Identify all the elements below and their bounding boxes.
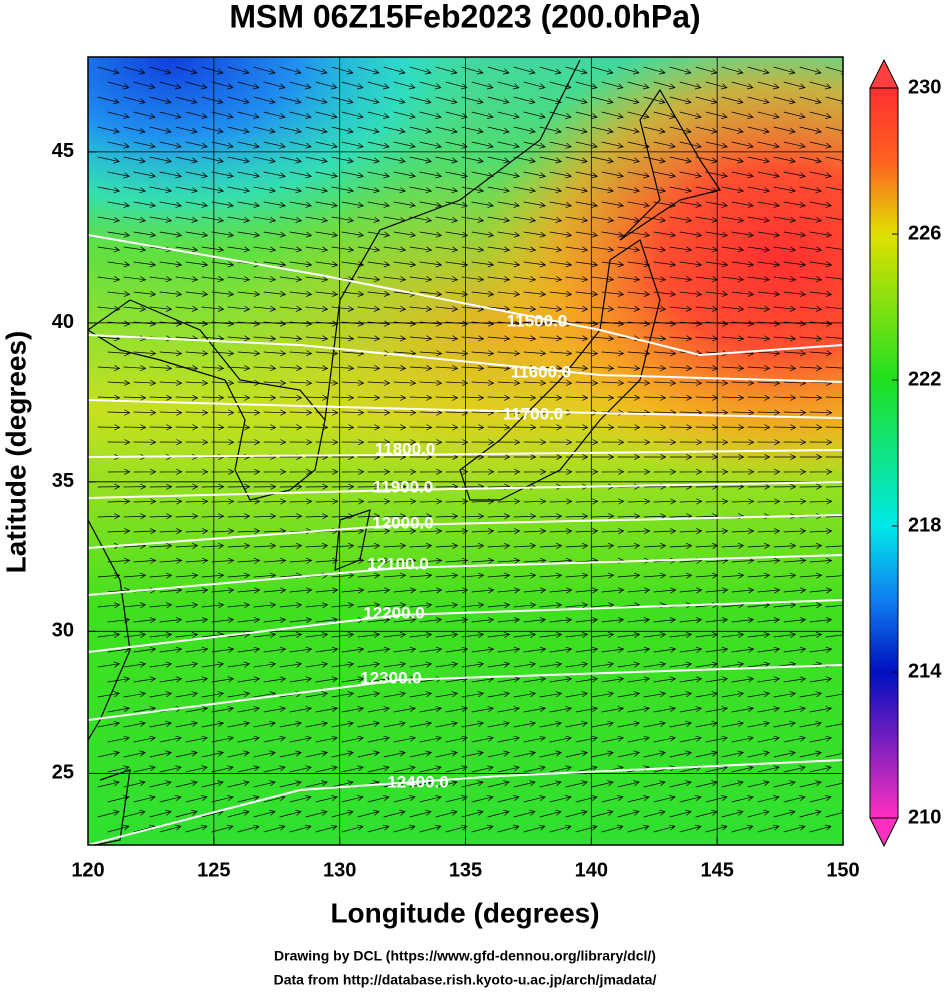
x-tick-label: 135	[449, 859, 482, 881]
y-tick-label: 30	[52, 620, 74, 642]
contour-label: 11500.0	[507, 311, 568, 330]
field-blue	[88, 57, 490, 250]
x-tick-label: 120	[71, 859, 104, 881]
contour-label: 12000.0	[372, 513, 433, 532]
colorbar-tick-label: 226	[908, 222, 941, 244]
contour-label: 12100.0	[367, 554, 428, 573]
contour-label: 12300.0	[360, 668, 421, 687]
colorbar-tick-label: 218	[908, 514, 941, 536]
x-tick-label: 150	[826, 859, 859, 881]
y-tick-label: 35	[52, 470, 74, 492]
colorbar-min-arrow	[869, 817, 899, 848]
contour-label: 12400.0	[387, 772, 448, 791]
contour-line	[88, 399, 843, 419]
credit: Drawing by DCL (https://www.gfd-dennou.o…	[274, 948, 656, 964]
contour-line	[88, 554, 843, 596]
x-tick-label: 145	[700, 859, 733, 881]
credit: Data from http://database.rish.kyoto-u.a…	[274, 972, 657, 988]
x-axis-label: Longitude (degrees)	[330, 897, 599, 928]
colorbar	[869, 87, 899, 819]
x-tick-label: 140	[575, 859, 608, 881]
contour-line	[88, 234, 843, 357]
contour-label: 11800.0	[375, 439, 436, 458]
contour-line	[88, 599, 843, 653]
contour-line	[88, 664, 843, 721]
y-tick-label: 25	[52, 762, 74, 784]
coastlines	[88, 59, 721, 845]
y-axis-label: Latitude (degrees)	[0, 331, 31, 574]
colorbar-max-arrow	[869, 58, 899, 89]
x-tick-label: 125	[197, 859, 230, 881]
x-tick-label: 130	[323, 859, 356, 881]
contour-label: 11600.0	[511, 362, 572, 381]
y-tick-label: 45	[52, 140, 74, 162]
contour-label: 12200.0	[363, 603, 424, 622]
y-tick-label: 40	[52, 311, 74, 333]
contour-label: 11700.0	[503, 404, 564, 423]
field-red	[480, 57, 843, 490]
contour-line	[88, 481, 843, 499]
contour-label: 11900.0	[373, 477, 434, 496]
colorbar-tick-label: 210	[908, 806, 941, 828]
colorbar-tick-label: 230	[908, 76, 941, 98]
chart-title: MSM 06Z15Feb2023 (200.0hPa)	[229, 0, 700, 34]
contour-line	[88, 759, 843, 845]
contour-line	[88, 514, 843, 549]
colorbar-tick-label: 222	[908, 368, 941, 390]
contour-line	[88, 449, 843, 458]
contour-line	[88, 334, 843, 383]
colorbar-tick-label: 214	[908, 660, 942, 682]
field	[88, 57, 843, 845]
